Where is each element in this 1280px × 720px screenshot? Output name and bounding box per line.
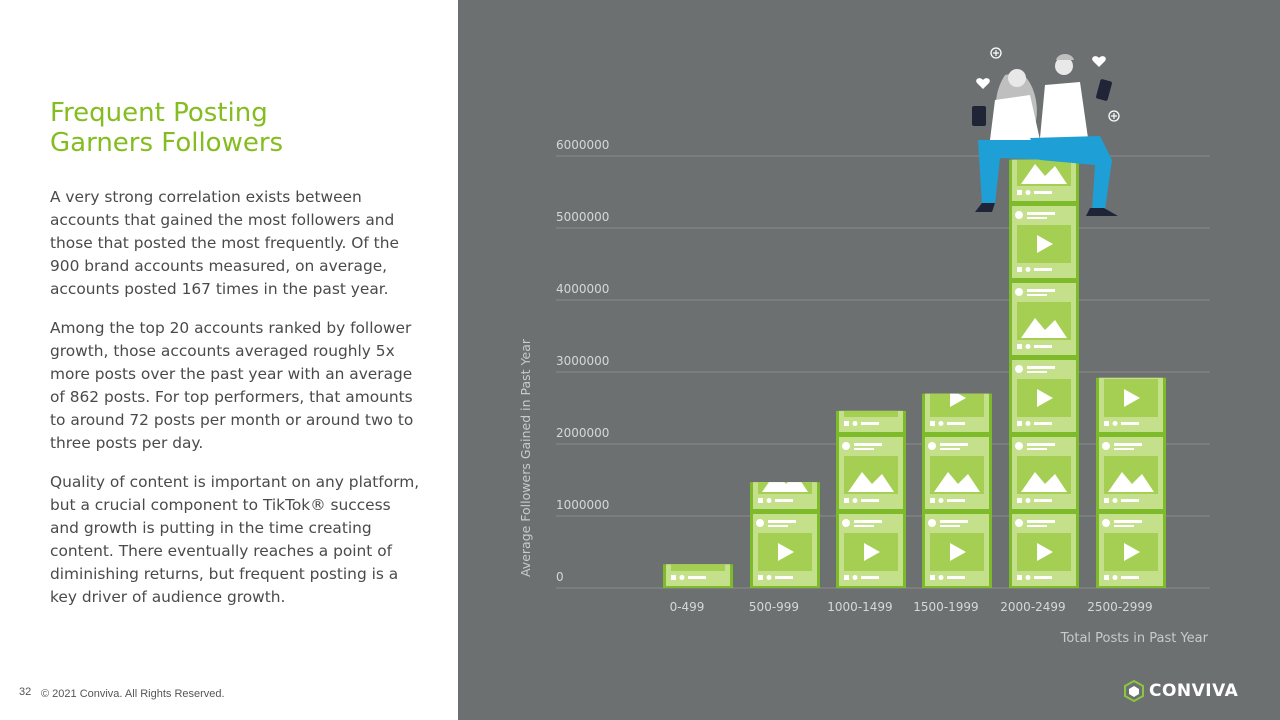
paragraph-1: A very strong correlation exists between… (50, 188, 399, 298)
page-number: 32 (19, 686, 32, 698)
y-tick-label: 5000000 (556, 210, 609, 224)
slide-body: A very strong correlation exists between… (50, 186, 422, 625)
y-axis-label: Average Followers Gained in Past Year (518, 338, 533, 577)
slide-title-line-2: Garners Followers (50, 128, 284, 158)
x-tick-label: 0-499 (670, 600, 705, 614)
x-tick-label: 1500-1999 (913, 600, 978, 614)
bar (836, 410, 906, 588)
text-panel: Frequent Posting Garners Followers A ver… (0, 0, 458, 720)
bars (663, 159, 1166, 588)
bar (1096, 377, 1166, 588)
x-tick-label: 500-999 (749, 600, 799, 614)
bar (922, 393, 992, 588)
copyright: © 2021 Conviva. All Rights Reserved. (41, 688, 225, 700)
y-tick-labels: 0 1000000 2000000 3000000 4000000 5000000 6000… (556, 138, 609, 584)
x-tick-label: 1000-1499 (827, 600, 892, 614)
chart-panel (458, 0, 1280, 720)
x-tick-label: 2000-2499 (1000, 600, 1065, 614)
y-tick-label: 0 (556, 570, 564, 584)
bar (1009, 159, 1079, 588)
y-tick-label: 4000000 (556, 282, 609, 296)
logo-text: CONVIVA (1149, 681, 1239, 701)
x-tick-labels: 0-499 500-999 1000-1499 1500-1999 2000-2499 2… (670, 600, 1153, 614)
conviva-logo: CONVIVA (1124, 680, 1238, 702)
bar (750, 482, 820, 588)
x-axis-label: Total Posts in Past Year (1060, 631, 1209, 646)
people-illustration (972, 47, 1120, 216)
y-tick-label: 2000000 (556, 426, 609, 440)
bar (663, 564, 733, 588)
slide-title-line-1: Frequent Posting (50, 98, 268, 128)
x-tick-label: 2500-2999 (1087, 600, 1152, 614)
y-tick-label: 3000000 (556, 354, 609, 368)
slide-title: Frequent Posting Garners Followers (50, 98, 380, 158)
y-tick-label: 6000000 (556, 138, 609, 152)
paragraph-2: Among the top 20 accounts ranked by foll… (50, 319, 414, 452)
y-tick-label: 1000000 (556, 498, 609, 512)
paragraph-3: Quality of content is important on any p… (50, 473, 420, 606)
conviva-logo-icon (1124, 680, 1144, 702)
